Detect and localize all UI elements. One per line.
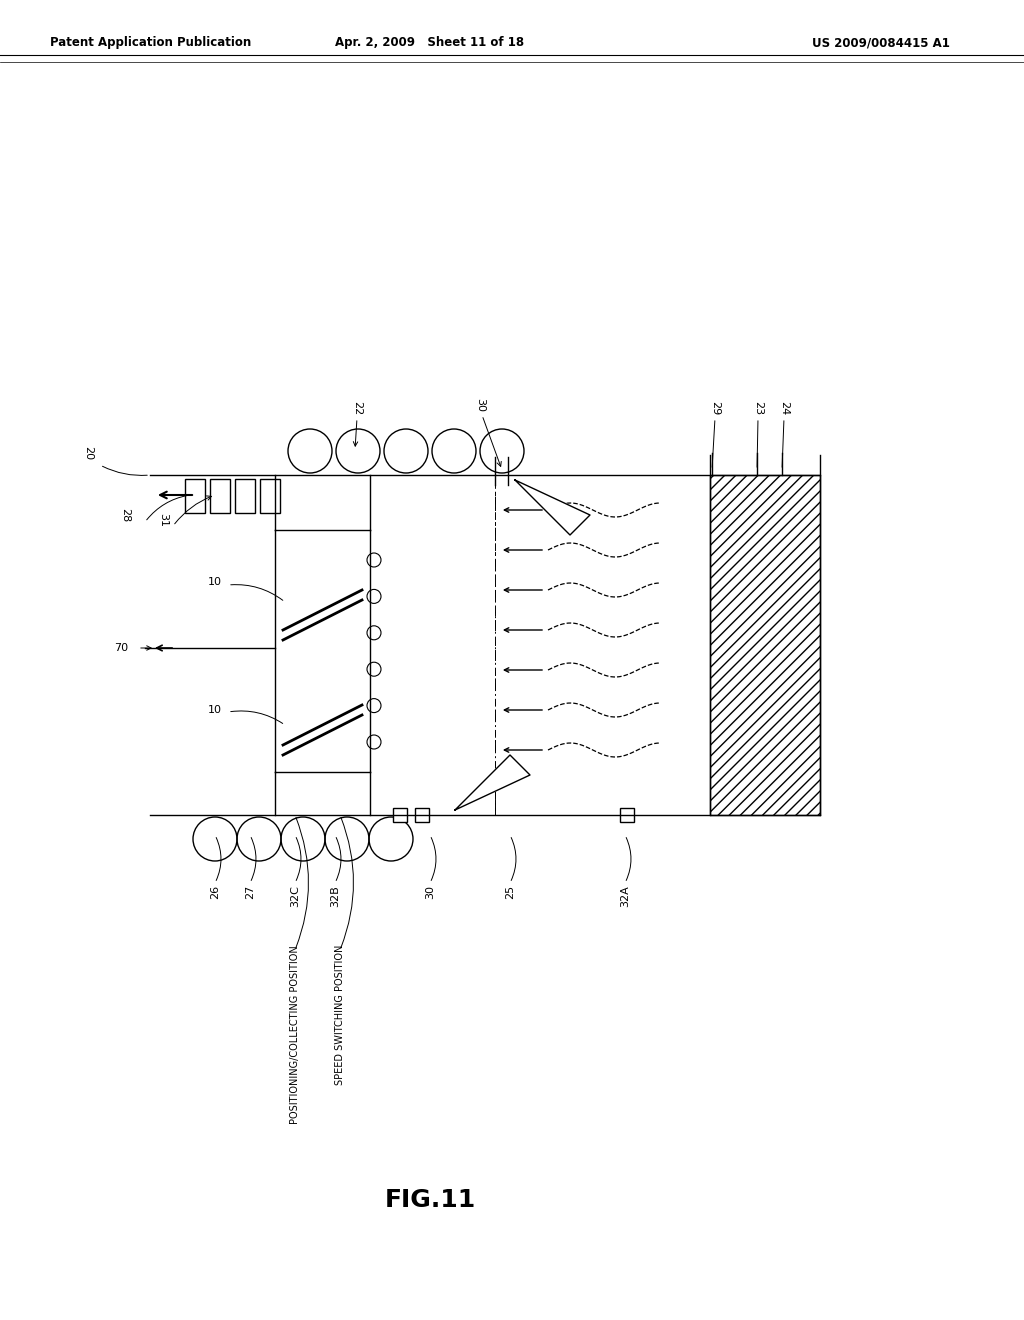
Text: 70: 70: [114, 643, 128, 653]
Bar: [415, 808, 429, 822]
Text: 28: 28: [120, 508, 130, 523]
Bar: [620, 808, 634, 822]
Text: 24: 24: [779, 401, 790, 414]
Text: 23: 23: [753, 401, 763, 414]
Text: 30: 30: [425, 884, 435, 899]
Text: 32A: 32A: [620, 884, 630, 907]
Text: FIG.11: FIG.11: [384, 1188, 475, 1212]
Text: 32C: 32C: [290, 884, 300, 907]
Text: 20: 20: [83, 446, 93, 459]
Text: 10: 10: [208, 705, 222, 715]
Text: Patent Application Publication: Patent Application Publication: [50, 36, 251, 49]
Text: 31: 31: [158, 513, 168, 527]
Text: SPEED SWITCHING POSITION: SPEED SWITCHING POSITION: [335, 945, 345, 1085]
Bar: [234, 479, 255, 513]
Bar: [393, 808, 407, 822]
Bar: [260, 479, 280, 513]
Text: US 2009/0084415 A1: US 2009/0084415 A1: [812, 36, 950, 49]
Bar: [210, 479, 230, 513]
Text: 29: 29: [710, 401, 720, 414]
Text: 26: 26: [210, 884, 220, 899]
Bar: [710, 475, 820, 814]
Text: 25: 25: [505, 884, 515, 899]
Text: 10: 10: [208, 577, 222, 587]
Text: POSITIONING/COLLECTING POSITION: POSITIONING/COLLECTING POSITION: [290, 945, 300, 1123]
Polygon shape: [455, 755, 530, 810]
Text: 32B: 32B: [330, 884, 340, 907]
Text: 30: 30: [475, 399, 485, 412]
Text: Apr. 2, 2009   Sheet 11 of 18: Apr. 2, 2009 Sheet 11 of 18: [336, 36, 524, 49]
Polygon shape: [515, 480, 590, 535]
Text: 22: 22: [352, 401, 362, 414]
Text: 27: 27: [245, 884, 255, 899]
Bar: [185, 479, 205, 513]
